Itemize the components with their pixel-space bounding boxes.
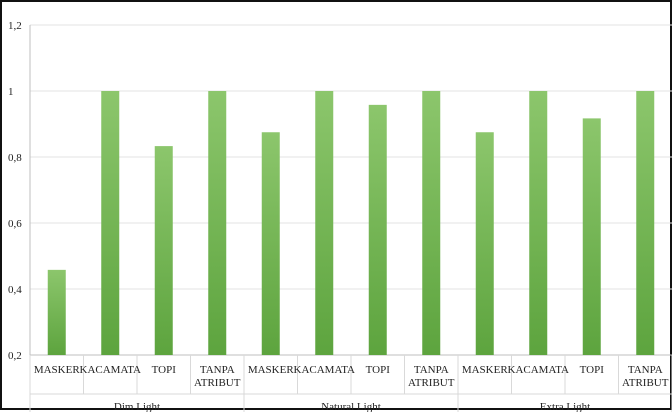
y-tick-label: 0,8 [8, 152, 22, 164]
axes [29, 25, 672, 412]
category-label-line: TOPI [366, 364, 391, 376]
bar [529, 91, 548, 355]
category-label-line: KACAMATA [508, 364, 570, 376]
category-label: TANPA ATRIBUT [194, 364, 241, 389]
bar [315, 91, 334, 355]
category-label: TANPA ATRIBUT [622, 364, 669, 389]
category-label-line: ATRIBUT [622, 377, 669, 389]
category-label-line: ATRIBUT [194, 377, 241, 389]
bar [475, 132, 494, 355]
category-label-line: MASKER [248, 364, 295, 376]
category-label-line: KACAMATA [80, 364, 142, 376]
category-label-line: MASKER [34, 364, 81, 376]
category-label: TOPI [580, 364, 605, 376]
y-tick-label: 0,4 [8, 284, 22, 296]
category-label-line: ATRIBUT [408, 377, 455, 389]
category-label: MASKER [248, 364, 295, 376]
group-label: Extra Light [540, 401, 590, 412]
y-tick-label: 0,6 [8, 218, 22, 230]
y-tick-label: 1,2 [8, 20, 22, 32]
bar [47, 269, 66, 355]
category-label-line: TOPI [580, 364, 605, 376]
category-label: KACAMATA [508, 364, 570, 376]
category-label-line: KACAMATA [294, 364, 356, 376]
bar [422, 91, 441, 355]
bar [101, 91, 120, 355]
category-label-line: TANPA [628, 364, 663, 376]
bar [368, 104, 387, 355]
bars [47, 91, 655, 355]
category-label: MASKER [462, 364, 509, 376]
gridlines [30, 24, 672, 356]
category-label-line: MASKER [462, 364, 509, 376]
category-label: KACAMATA [80, 364, 142, 376]
category-label-line: TOPI [152, 364, 177, 376]
category-label-line: TANPA [200, 364, 235, 376]
y-tick-label: 1 [8, 86, 14, 98]
group-label: Dim Light [114, 401, 160, 412]
group-label: Natural Light [321, 401, 381, 412]
bar [582, 118, 601, 355]
category-label: KACAMATA [294, 364, 356, 376]
bar [261, 132, 280, 355]
category-label: MASKER [34, 364, 81, 376]
category-label: TOPI [366, 364, 391, 376]
category-label-line: TANPA [414, 364, 449, 376]
y-tick-label: 0,2 [8, 350, 22, 362]
category-label: TANPA ATRIBUT [408, 364, 455, 389]
bar [208, 91, 227, 355]
bar [154, 146, 173, 355]
category-label: TOPI [152, 364, 177, 376]
bar [636, 91, 655, 355]
